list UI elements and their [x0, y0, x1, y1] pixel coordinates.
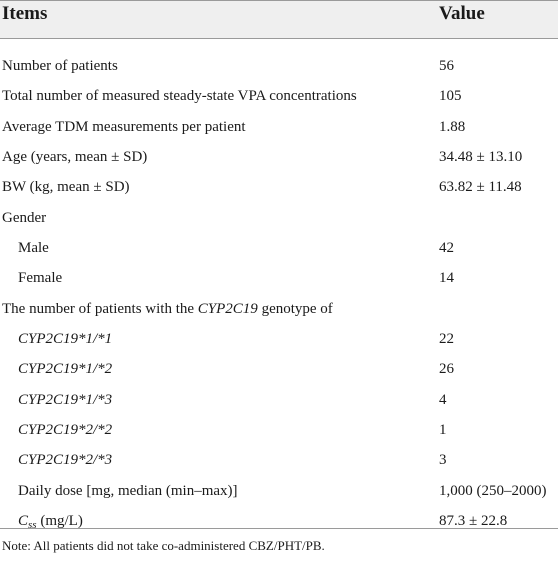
- row-value: 63.82 ± 11.48: [439, 179, 522, 196]
- table-row: CYP2C19*2/*2 1: [0, 416, 558, 446]
- table-row: Daily dose [mg, median (min–max)] 1,000 …: [0, 477, 558, 507]
- row-value: 34.48 ± 13.10: [439, 149, 523, 166]
- table-row: Male 42: [0, 234, 558, 264]
- table-row: Average TDM measurements per patient 1.8…: [0, 113, 558, 143]
- row-item: Total number of measured steady-state VP…: [2, 88, 357, 105]
- table-row: Gender: [0, 204, 558, 234]
- row-value: 1,000 (250–2000): [439, 482, 547, 499]
- table-row: CYP2C19*1/*2 26: [0, 355, 558, 385]
- row-value: 105: [439, 88, 462, 105]
- row-item-gene: CYP2C19: [197, 300, 258, 317]
- table-header: Items Value: [0, 0, 558, 39]
- row-value: 87.3 ± 22.8: [439, 513, 508, 530]
- row-value: 14: [439, 270, 454, 287]
- row-item: CYP2C19*2/*2: [18, 422, 113, 439]
- row-value: 1: [439, 422, 447, 439]
- row-value: 22: [439, 331, 454, 348]
- table-row: Number of patients 56: [0, 52, 558, 82]
- table-bottom-rule: [0, 528, 558, 529]
- row-item-symbol: C: [18, 513, 29, 530]
- row-item: Average TDM measurements per patient: [2, 118, 246, 135]
- row-item: Female: [18, 270, 63, 287]
- row-item: Male: [18, 240, 49, 257]
- table-row: CYP2C19*1/*1 22: [0, 325, 558, 355]
- row-item: CYP2C19*1/*1: [18, 331, 113, 348]
- row-value: 56: [439, 58, 454, 74]
- row-value: 42: [439, 240, 454, 257]
- row-value: 3: [439, 452, 447, 469]
- row-item: Gender: [2, 209, 47, 226]
- header-value: Value: [439, 3, 485, 24]
- row-item-prefix: The number of patients with the: [2, 300, 198, 317]
- row-item: The number of patients with the CYP2C19 …: [2, 301, 333, 318]
- row-item-unit: (mg/L): [36, 513, 83, 530]
- table-row: Age (years, mean ± SD) 34.48 ± 13.10: [0, 143, 558, 173]
- header-items: Items: [2, 3, 48, 24]
- characteristics-table: Items Value Number of patients 56 Total …: [0, 0, 558, 538]
- row-item: Age (years, mean ± SD): [2, 149, 148, 166]
- row-item: Css (mg/L): [18, 513, 83, 531]
- table-row: CYP2C19*1/*3 4: [0, 386, 558, 416]
- row-item: CYP2C19*1/*3: [18, 391, 113, 408]
- table-row: BW (kg, mean ± SD) 63.82 ± 11.48: [0, 173, 558, 203]
- row-value: 4: [439, 391, 447, 408]
- row-item: CYP2C19*2/*3: [18, 452, 113, 469]
- row-value: 26: [439, 361, 454, 378]
- table-row: The number of patients with the CYP2C19 …: [0, 295, 558, 325]
- table-row: Female 14: [0, 264, 558, 294]
- row-item: CYP2C19*1/*2: [18, 361, 113, 378]
- row-item: Daily dose [mg, median (min–max)]: [18, 482, 238, 499]
- table-row: CYP2C19*2/*3 3: [0, 446, 558, 476]
- table-body: Number of patients 56 Total number of me…: [0, 39, 558, 538]
- row-item-suffix: genotype of: [257, 300, 333, 317]
- table-row: Css (mg/L) 87.3 ± 22.8: [0, 507, 558, 537]
- row-value: 1.88: [439, 118, 466, 135]
- row-item-subscript: ss: [28, 519, 37, 532]
- row-item: Number of patients: [2, 58, 118, 74]
- table-footnote: Note: All patients did not take co-admin…: [2, 538, 325, 553]
- table-row: Total number of measured steady-state VP…: [0, 82, 558, 112]
- row-item: BW (kg, mean ± SD): [2, 179, 130, 196]
